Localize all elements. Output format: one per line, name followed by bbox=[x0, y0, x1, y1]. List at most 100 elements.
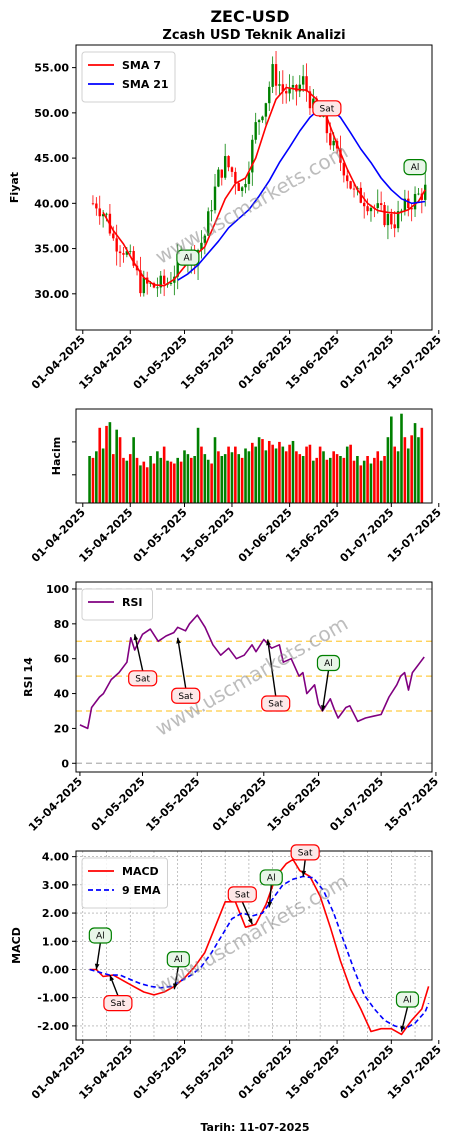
annotation-arrowhead bbox=[247, 918, 253, 925]
volume-bar bbox=[254, 446, 257, 503]
volume-bar bbox=[396, 451, 400, 503]
annotation-arrow bbox=[266, 639, 277, 697]
rsi-chart-panel: 0 20 40 60 80 100 15-04-2025 01-05-202515-05-20… bbox=[22, 581, 441, 834]
candle-body bbox=[122, 253, 125, 255]
footer-date: Tarih: 11-07-2025 bbox=[200, 1121, 309, 1134]
candle-body bbox=[366, 206, 369, 212]
candle-body bbox=[227, 156, 230, 168]
volume-bar bbox=[328, 457, 332, 503]
volume-bar bbox=[288, 444, 291, 503]
candle-body bbox=[139, 270, 142, 294]
volume-bar bbox=[325, 459, 329, 503]
candle-body bbox=[400, 210, 403, 212]
sell-signal-label: Sat bbox=[298, 848, 313, 858]
volume-bar bbox=[169, 461, 173, 503]
candle-body bbox=[268, 86, 271, 104]
volume-bar bbox=[406, 448, 410, 503]
volume-bar bbox=[345, 446, 349, 503]
volume-bar bbox=[339, 456, 342, 503]
volume-bar bbox=[95, 451, 98, 503]
sell-signal-label: Sat bbox=[320, 104, 335, 114]
annotation-box bbox=[88, 927, 112, 944]
annotation-box bbox=[290, 844, 320, 861]
candle-body bbox=[115, 238, 118, 252]
annotation-arrowhead bbox=[267, 901, 273, 908]
annotation-box bbox=[312, 100, 342, 117]
candle-body bbox=[285, 91, 288, 94]
annotation-box bbox=[227, 886, 257, 903]
candle-body bbox=[332, 140, 335, 146]
annotation-arrowhead bbox=[172, 983, 178, 990]
candle-body bbox=[118, 251, 122, 254]
volume-bar bbox=[386, 437, 390, 503]
candle-body bbox=[407, 198, 410, 209]
annotation-box bbox=[395, 991, 420, 1008]
candle-body bbox=[413, 193, 417, 210]
candle-body bbox=[274, 64, 278, 86]
y-tick-label: 1.00 bbox=[42, 935, 69, 948]
buy-signal-label: Al bbox=[174, 955, 183, 965]
volume-bar bbox=[91, 457, 95, 503]
volume-bar bbox=[390, 416, 393, 503]
volume-bar bbox=[101, 448, 105, 503]
candle-body bbox=[376, 203, 379, 209]
candle-body bbox=[217, 169, 220, 187]
candle-body bbox=[95, 203, 98, 209]
annotation-arrow bbox=[321, 670, 330, 712]
candle-body bbox=[349, 181, 352, 189]
volume-bar bbox=[264, 450, 268, 503]
candle-body bbox=[346, 175, 349, 182]
candle-body bbox=[362, 202, 366, 207]
y-tick-label: 35.00 bbox=[34, 243, 69, 256]
volume-bar bbox=[98, 427, 102, 503]
buy-signal-label: Al bbox=[324, 659, 333, 669]
volume-bar bbox=[111, 454, 115, 503]
candle-body bbox=[379, 203, 383, 206]
candle-body bbox=[162, 275, 166, 284]
candle-body bbox=[278, 84, 281, 86]
figure-title: ZEC-USD bbox=[210, 7, 289, 26]
volume-bar bbox=[203, 454, 207, 503]
volume-bar bbox=[128, 454, 132, 503]
y-tick-label: 3.00 bbox=[42, 879, 69, 892]
y-tick-label: 40.00 bbox=[34, 197, 69, 210]
volume-bar bbox=[400, 413, 403, 503]
volume-bar bbox=[210, 463, 213, 503]
volume-bar bbox=[132, 437, 135, 503]
volume-bar bbox=[166, 460, 169, 503]
volume-bar bbox=[223, 454, 227, 503]
annotation-box bbox=[166, 951, 190, 968]
annotation-box bbox=[128, 670, 158, 687]
x-tick-label: 01-05-2025 bbox=[89, 775, 148, 834]
volume-bar bbox=[217, 451, 220, 503]
candle-body bbox=[305, 76, 308, 92]
y-tick-label: -2.00 bbox=[37, 1020, 69, 1033]
candle-body bbox=[210, 210, 213, 212]
volume-bar bbox=[261, 439, 264, 503]
candle-body bbox=[223, 156, 227, 178]
volume-bar bbox=[349, 444, 352, 503]
volume-bar bbox=[362, 460, 366, 503]
sell-signal-label: Sat bbox=[178, 692, 193, 702]
volume-bar bbox=[271, 444, 274, 503]
candle-body bbox=[396, 211, 400, 229]
candle-body bbox=[237, 183, 240, 191]
volume-bar bbox=[318, 446, 322, 503]
volume-bar bbox=[257, 437, 261, 503]
candle-body bbox=[159, 275, 162, 288]
volume-bar bbox=[179, 461, 183, 503]
volume-bar bbox=[139, 465, 142, 503]
volume-bar bbox=[295, 451, 298, 503]
volume-bar bbox=[393, 446, 397, 503]
candle-body bbox=[339, 148, 342, 163]
volume-bar bbox=[312, 460, 315, 503]
volume-bar bbox=[373, 457, 376, 503]
candle-body bbox=[169, 282, 173, 284]
volume-bar bbox=[278, 441, 281, 503]
volume-bar bbox=[149, 456, 152, 503]
buy-signal-label: Al bbox=[403, 996, 412, 1006]
annotation-arrowhead bbox=[133, 634, 139, 641]
volume-bar bbox=[118, 437, 122, 503]
macd-line bbox=[89, 858, 430, 1036]
